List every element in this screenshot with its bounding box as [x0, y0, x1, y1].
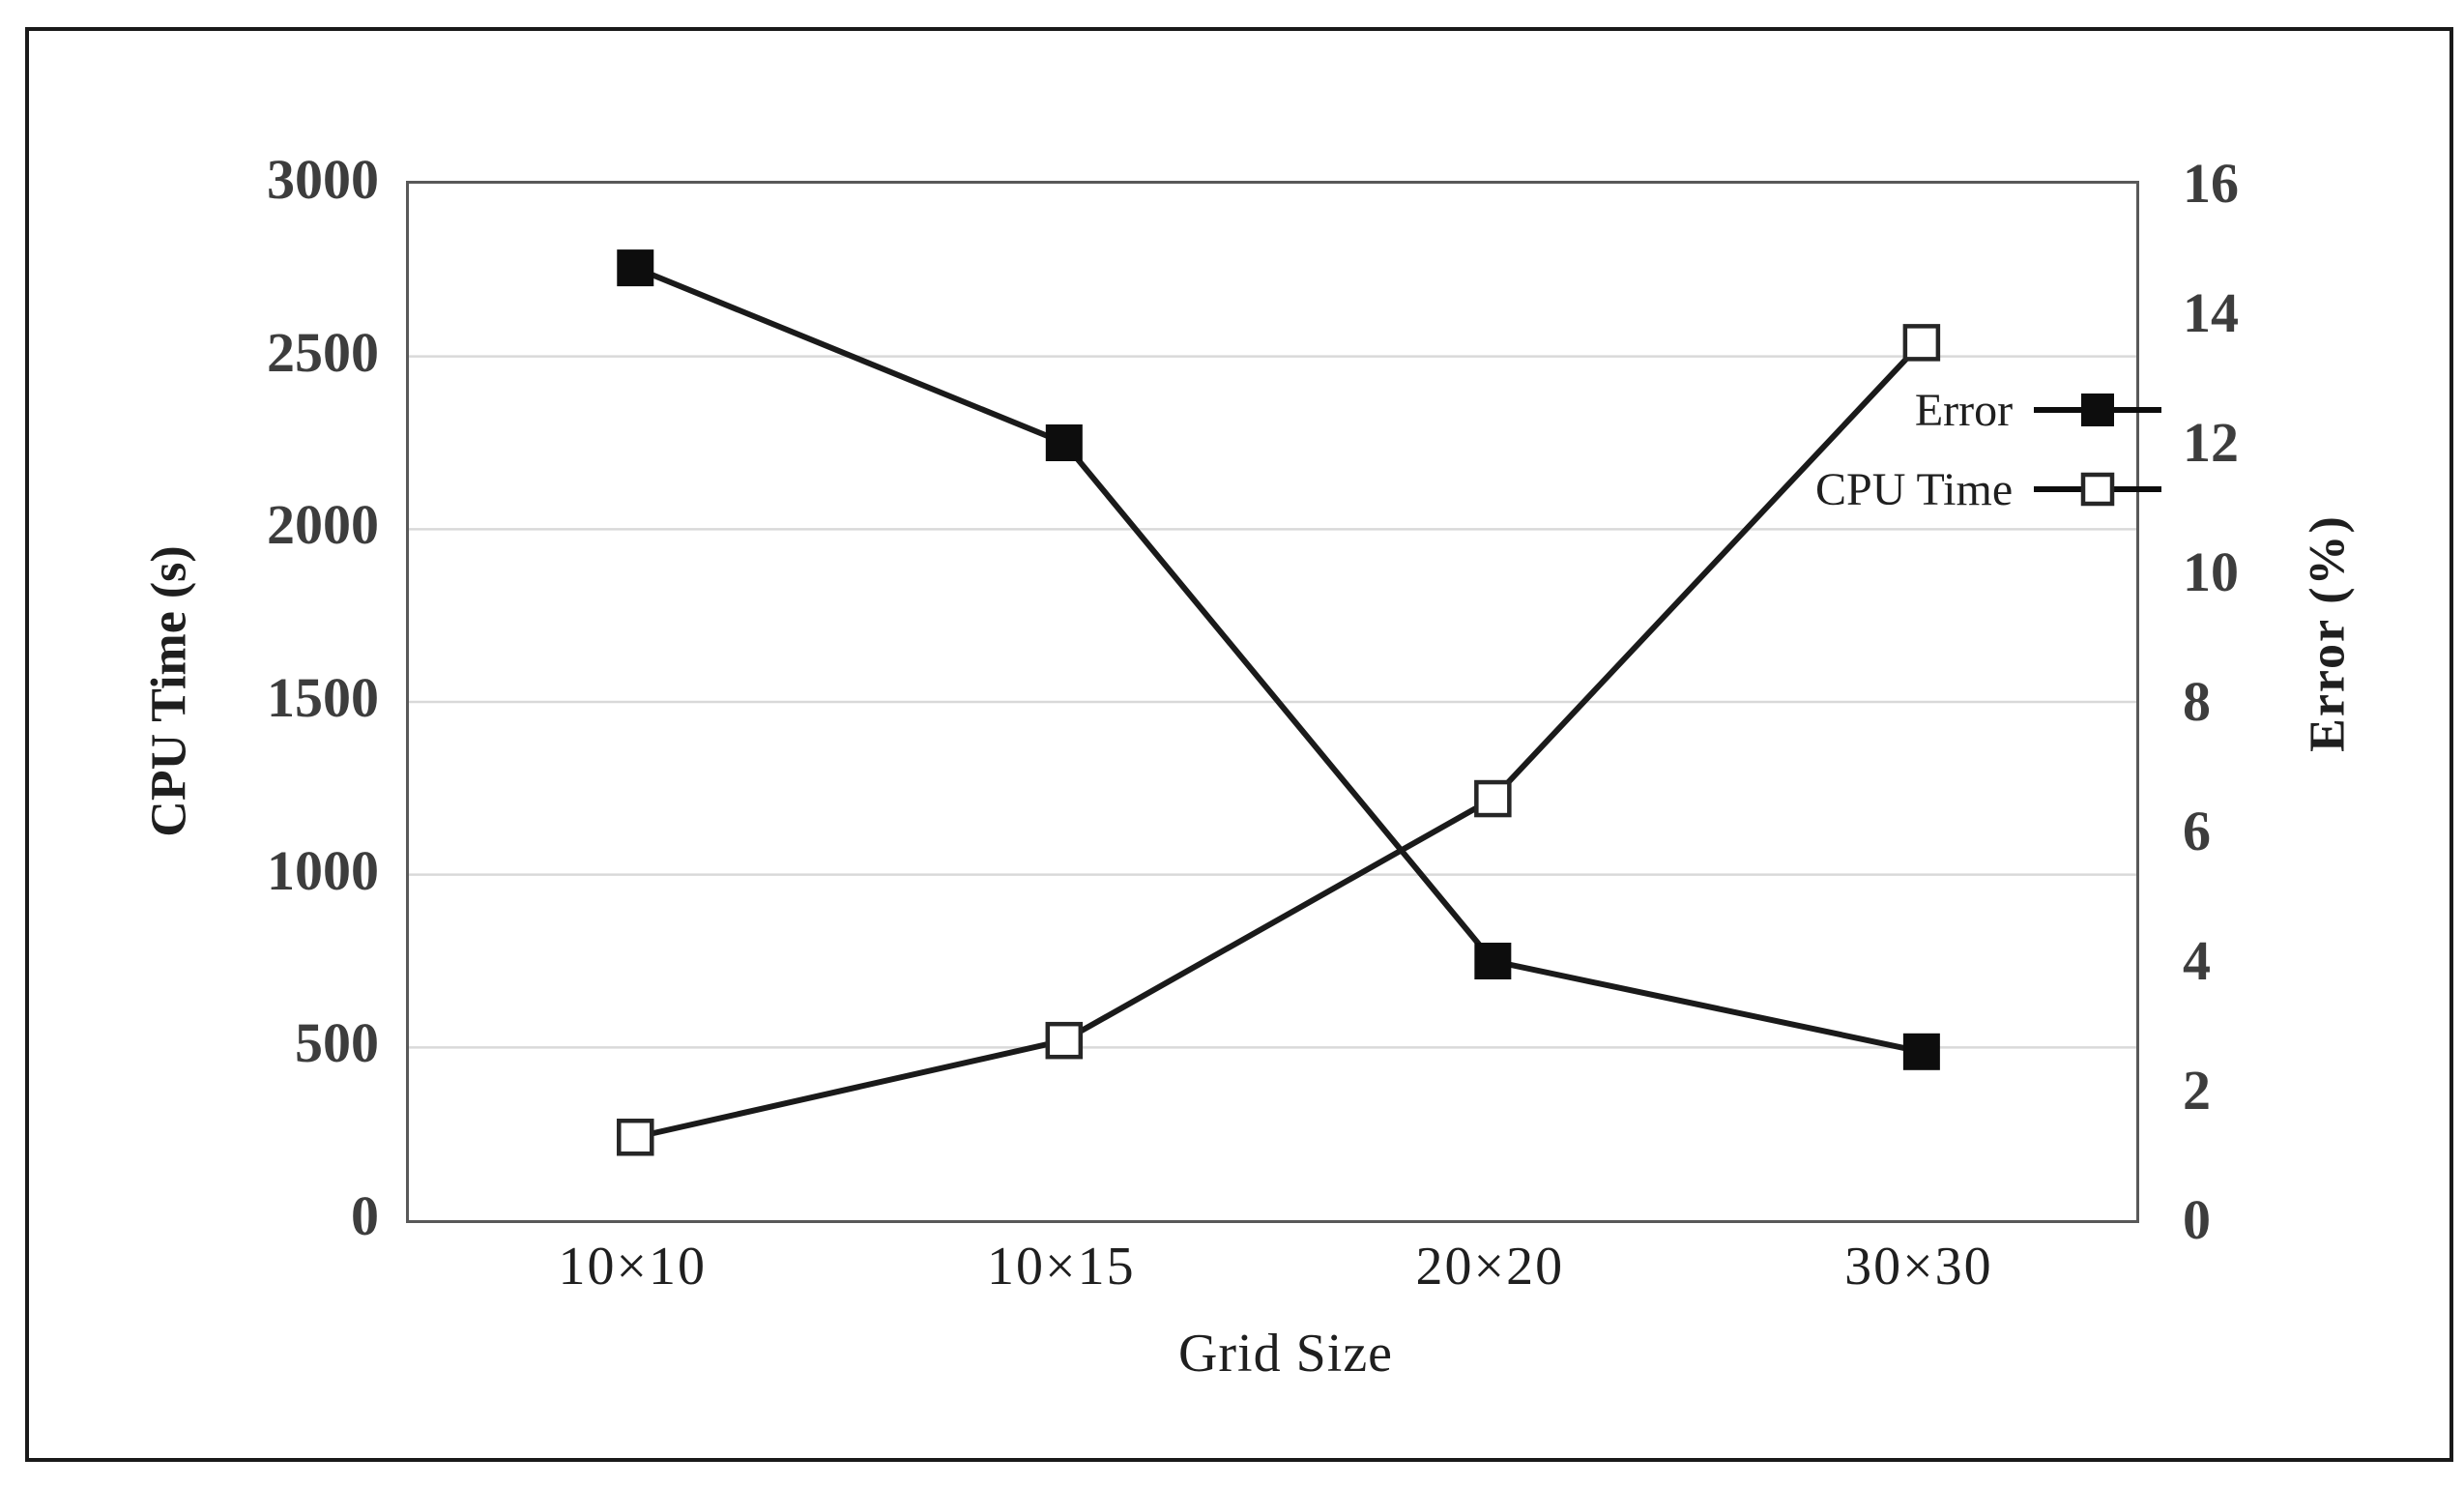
filled-square-data-point [1045, 424, 1083, 461]
y-right-tick-label: 16 [2183, 152, 2239, 216]
series-line-error [634, 265, 1923, 1055]
open-square-data-point [1045, 1021, 1084, 1060]
y-left-tick-label: 500 [295, 1011, 379, 1075]
open-square-marker-icon [2034, 472, 2162, 507]
open-square-data-point [617, 1118, 654, 1156]
y-right-tick-label: 10 [2183, 540, 2239, 604]
y-left-tick-label: 1500 [267, 666, 379, 730]
legend-item-cpu-time: CPU Time [1815, 456, 2162, 522]
plot-area: Error CPU Time [406, 181, 2162, 1223]
y-left-tick-label: 2000 [267, 493, 379, 557]
filled-square-data-point [617, 249, 654, 287]
open-square-data-point [1474, 779, 1512, 818]
legend-item-error: Error [1815, 377, 2162, 443]
legend: Error CPU Time [1815, 377, 2162, 536]
y-right-tick-label: 6 [2183, 800, 2211, 863]
series-line-cpu-time [634, 340, 1925, 1141]
filled-square-data-point [1474, 943, 1512, 979]
legend-label-cpu-time: CPU Time [1815, 463, 2014, 515]
y-right-tick-label: 14 [2183, 281, 2239, 345]
y-left-axis-title: CPU Time (s) [141, 545, 197, 837]
filled-square-data-point [1902, 1033, 1940, 1070]
y-right-tick-label: 2 [2183, 1059, 2211, 1123]
y-left-tick-label: 2500 [267, 320, 379, 384]
x-axis-title: Grid Size [1177, 1324, 1394, 1384]
open-square-data-point [1902, 324, 1941, 362]
x-tick-label: 20×20 [1415, 1237, 1565, 1297]
x-tick-label: 30×30 [1844, 1237, 1993, 1297]
y-left-tick-label: 0 [351, 1184, 379, 1248]
y-right-tick-label: 0 [2183, 1188, 2211, 1252]
x-tick-label: 10×10 [558, 1237, 708, 1297]
filled-square-marker-icon [2034, 394, 2162, 426]
y-left-tick-label: 1000 [267, 838, 379, 902]
y-right-tick-label: 8 [2183, 670, 2211, 734]
y-right-tick-label: 4 [2183, 929, 2211, 993]
y-right-tick-label: 12 [2183, 411, 2239, 475]
y-right-axis-title: Error (%) [2300, 514, 2356, 752]
chart-canvas [409, 249, 2136, 1156]
legend-label-error: Error [1914, 384, 2014, 436]
y-left-tick-label: 3000 [267, 148, 379, 212]
x-tick-label: 10×15 [987, 1237, 1136, 1297]
